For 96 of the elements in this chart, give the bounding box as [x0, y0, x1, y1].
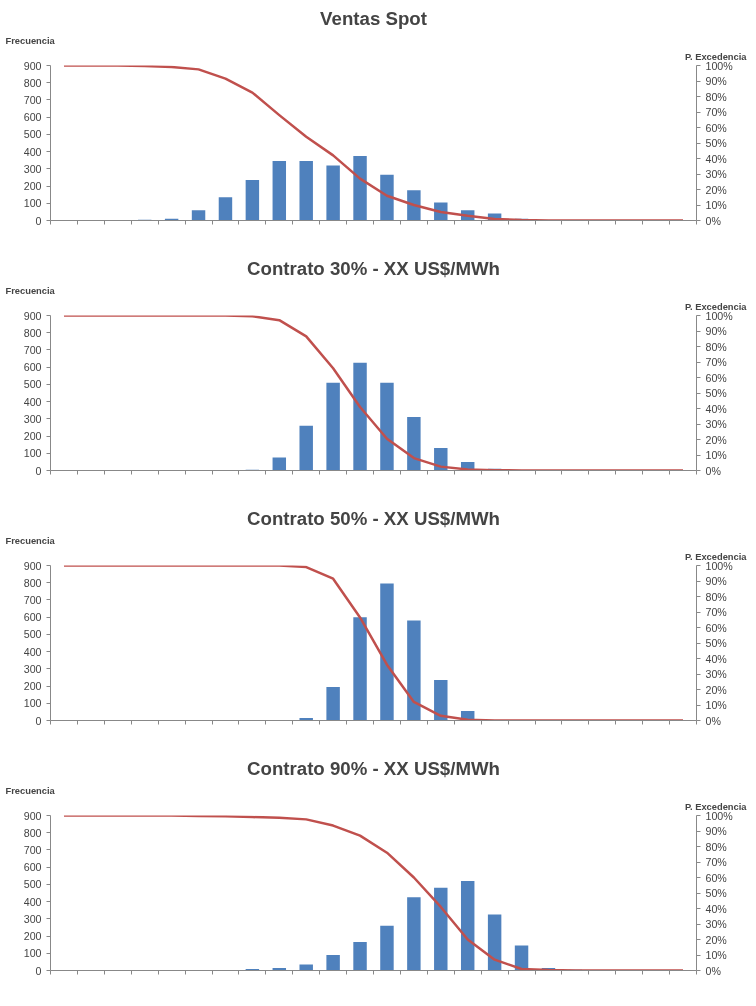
y2-tick-label: 90% — [705, 575, 728, 587]
y-tick-label: 0 — [35, 964, 42, 977]
y2-tick-label: 80% — [705, 340, 728, 353]
y2-tick-label: 40% — [705, 902, 728, 915]
y-tick-label: 600 — [23, 861, 42, 874]
y2-tick-label: 100% — [705, 59, 734, 72]
y-tick-label: 600 — [23, 361, 42, 374]
y2-axis-title: P. Excedencia — [684, 301, 748, 312]
y-tick-label: 100 — [23, 697, 42, 710]
y-tick-label: 0 — [35, 464, 42, 477]
y-tick-label: 700 — [23, 593, 42, 606]
y-tick-label: 700 — [23, 843, 42, 856]
y2-axis-title: P. Excedencia — [684, 551, 748, 562]
y2-tick-label: 60% — [705, 621, 728, 634]
y-tick-label: 600 — [23, 611, 42, 624]
y2-tick-label: 90% — [705, 325, 728, 337]
y-tick-label: 400 — [23, 895, 42, 908]
y2-tick-label: 0% — [705, 964, 722, 977]
y2-tick-label: 70% — [705, 606, 728, 618]
y-tick-label: 200 — [23, 180, 42, 193]
y-tick-label: 800 — [23, 76, 42, 89]
y2-tick-label: 10% — [705, 449, 728, 461]
y-tick-label: 100 — [23, 447, 42, 460]
y-tick-label: 0 — [35, 214, 42, 227]
y2-tick-label: 70% — [705, 106, 728, 118]
y-tick-label: 500 — [23, 128, 42, 141]
y-tick-label: 500 — [23, 878, 42, 891]
y2-tick-label: 80% — [705, 840, 728, 853]
y-tick-label: 700 — [23, 343, 42, 356]
y2-tick-label: 100% — [705, 309, 734, 322]
y2-tick-label: 60% — [705, 371, 728, 384]
y2-tick-label: 60% — [705, 121, 728, 134]
y2-tick-label: 20% — [705, 183, 728, 196]
y-tick-label: 300 — [23, 662, 42, 675]
y-tick-label: 500 — [23, 378, 42, 391]
y-tick-label: 800 — [23, 326, 42, 339]
y2-tick-label: 60% — [705, 871, 728, 884]
y-tick-label: 300 — [23, 912, 42, 925]
y-tick-label: 500 — [23, 628, 42, 641]
y-tick-label: 300 — [23, 412, 42, 425]
y2-tick-label: 100% — [705, 809, 734, 822]
y2-tick-label: 50% — [705, 887, 728, 899]
y2-tick-label: 10% — [705, 949, 728, 961]
chart-title: Contrato 50% - XX US$/MWh — [247, 507, 500, 529]
y2-tick-label: 30% — [705, 168, 728, 180]
y2-tick-label: 40% — [705, 652, 728, 665]
y-tick-label: 100 — [23, 947, 42, 960]
y-axis-title: Frecuencia — [5, 785, 56, 796]
y-axis-title: Frecuencia — [5, 535, 56, 546]
y2-tick-label: 80% — [705, 90, 728, 103]
y-axis-title: Frecuencia — [5, 35, 56, 46]
y2-tick-label: 50% — [705, 137, 728, 149]
y-tick-label: 800 — [23, 826, 42, 839]
y-tick-label: 100 — [23, 197, 42, 210]
y2-tick-label: 0% — [705, 714, 722, 727]
y2-tick-label: 0% — [705, 464, 722, 477]
y-tick-label: 700 — [23, 93, 42, 106]
y2-axis-title: P. Excedencia — [684, 801, 748, 812]
y2-tick-label: 30% — [705, 418, 728, 430]
y2-tick-label: 70% — [705, 856, 728, 868]
y2-tick-label: 0% — [705, 214, 722, 227]
y-tick-label: 900 — [23, 309, 42, 322]
y2-tick-label: 20% — [705, 433, 728, 446]
y-axis-title: Frecuencia — [5, 285, 56, 296]
y-tick-label: 900 — [23, 559, 42, 572]
chart-title: Ventas Spot — [320, 7, 427, 29]
y2-tick-label: 50% — [705, 637, 728, 649]
y2-tick-label: 30% — [705, 668, 728, 680]
y-tick-label: 900 — [23, 809, 42, 822]
y2-tick-label: 10% — [705, 699, 728, 711]
y-tick-label: 0 — [35, 714, 42, 727]
y2-tick-label: 40% — [705, 402, 728, 415]
y2-tick-label: 40% — [705, 152, 728, 165]
chart-title: Contrato 30% - XX US$/MWh — [247, 257, 500, 279]
y2-tick-label: 70% — [705, 356, 728, 368]
y2-tick-label: 90% — [705, 825, 728, 837]
y2-tick-label: 20% — [705, 933, 728, 946]
y-tick-label: 400 — [23, 395, 42, 408]
y-tick-label: 800 — [23, 576, 42, 589]
y-tick-label: 900 — [23, 59, 42, 72]
y2-axis-title: P. Excedencia — [684, 51, 748, 62]
y-tick-label: 600 — [23, 111, 42, 124]
y2-tick-label: 10% — [705, 199, 728, 211]
y2-tick-label: 100% — [705, 559, 734, 572]
y-tick-label: 300 — [23, 162, 42, 175]
y2-tick-label: 50% — [705, 387, 728, 399]
y2-tick-label: 20% — [705, 683, 728, 696]
y2-tick-label: 90% — [705, 75, 728, 87]
y-tick-label: 400 — [23, 645, 42, 658]
y-tick-label: 200 — [23, 930, 42, 943]
y-tick-label: 400 — [23, 145, 42, 158]
chart-title: Contrato 90% - XX US$/MWh — [247, 757, 500, 779]
y2-tick-label: 80% — [705, 590, 728, 603]
y2-tick-label: 30% — [705, 918, 728, 930]
y-tick-label: 200 — [23, 430, 42, 443]
y-tick-label: 200 — [23, 680, 42, 693]
